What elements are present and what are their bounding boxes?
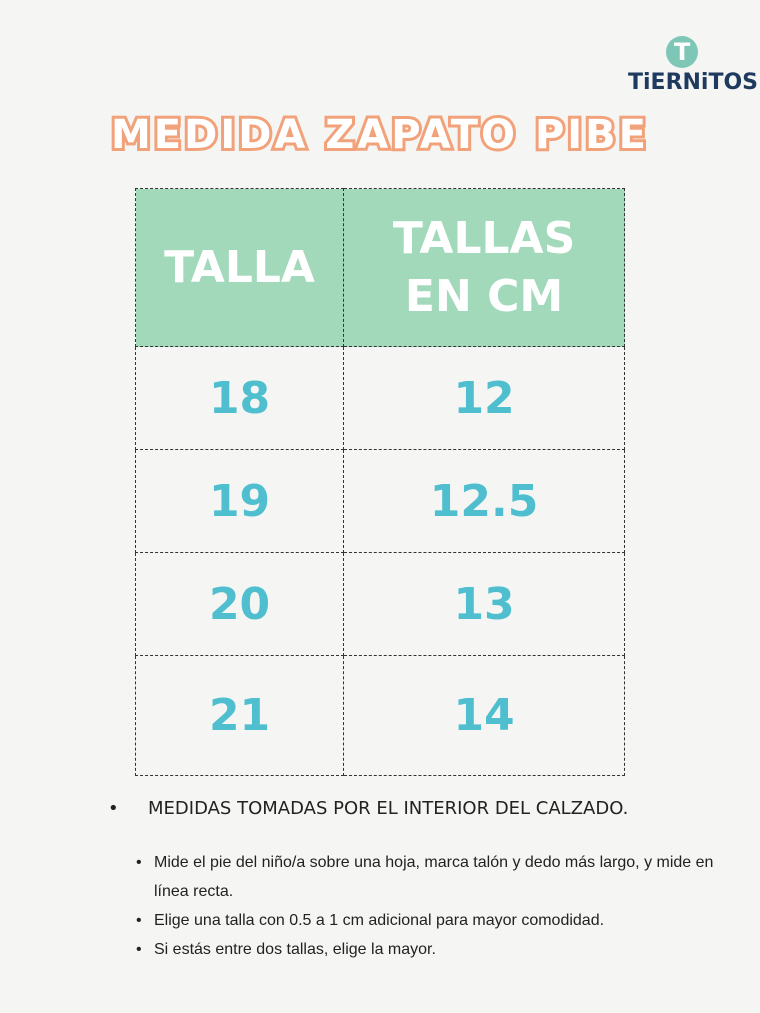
logo-circle-icon [666, 36, 698, 68]
cell-talla: 20 [134, 552, 345, 656]
cell-talla: 21 [134, 655, 345, 776]
logo-text: TiERNiTOS [628, 70, 759, 95]
tips-list: Mide el pie del niño/a sobre una hoja, m… [134, 848, 714, 964]
cell-cm: 14 [343, 655, 625, 776]
cell-talla: 18 [134, 346, 345, 450]
measurement-note: • MEDIDAS TOMADAS POR EL INTERIOR DEL CAL… [108, 798, 628, 819]
table-row: 20 13 [134, 552, 625, 656]
list-item: Mide el pie del niño/a sobre una hoja, m… [134, 848, 714, 906]
page-title: MEDIDA ZAPATO PIBE [108, 109, 649, 161]
cell-cm: 13 [343, 552, 625, 656]
cell-cm: 12 [343, 346, 625, 450]
header-tallas-cm: TALLAS EN CM [343, 188, 625, 347]
header-talla: TALLA [134, 188, 345, 347]
cell-talla: 19 [134, 449, 345, 553]
table-row: 18 12 [134, 346, 625, 450]
table-row: 19 12.5 [134, 449, 625, 553]
list-item: Elige una talla con 0.5 a 1 cm adicional… [134, 906, 714, 935]
list-item: Si estás entre dos tallas, elige la mayo… [134, 935, 714, 964]
brand-logo: T TiERNiTOS [628, 36, 759, 102]
cell-cm: 12.5 [343, 449, 625, 553]
logo-mark: T [673, 38, 691, 66]
bullet-icon: • [108, 798, 119, 819]
table-row: 21 14 [134, 655, 625, 776]
table-header-row: TALLA TALLAS EN CM [134, 188, 625, 347]
size-table: TALLA TALLAS EN CM 18 12 19 12.5 20 13 21 14 [134, 188, 625, 776]
note-text: MEDIDAS TOMADAS POR EL INTERIOR DEL CALZ… [148, 798, 629, 819]
